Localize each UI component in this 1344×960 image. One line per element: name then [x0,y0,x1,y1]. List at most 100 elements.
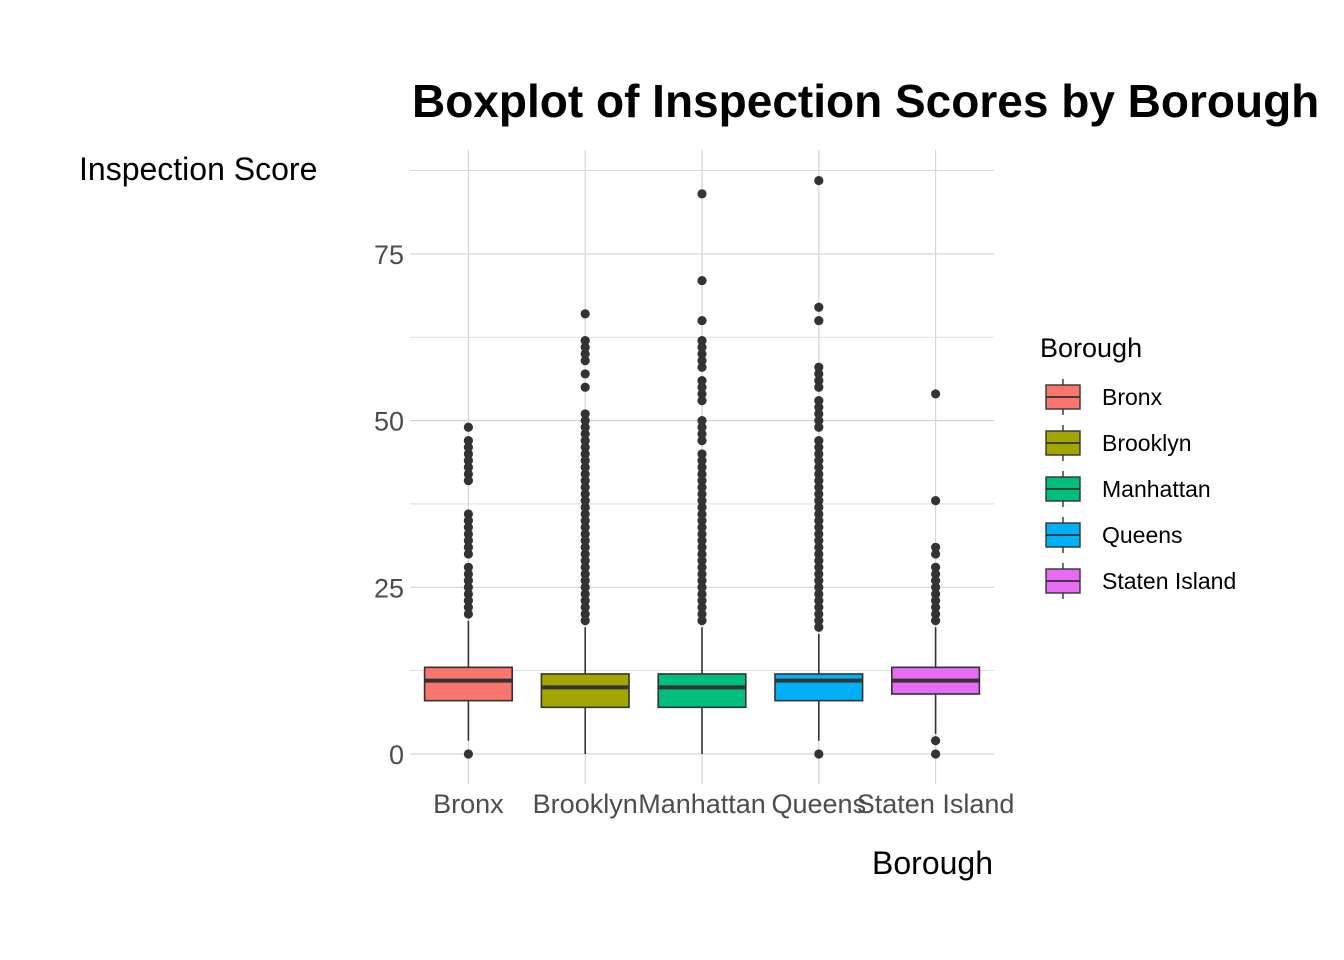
outlier-point [580,442,590,452]
outlier-point [814,416,824,426]
outlier-point [814,449,824,459]
outlier-point [697,509,707,519]
outlier-point [463,529,473,539]
outlier-point [814,562,824,572]
outlier-point [814,422,824,432]
outlier-point [814,569,824,579]
outlier-point [580,456,590,466]
outlier-point [580,476,590,486]
outlier-point [580,369,590,379]
outlier-point [580,422,590,432]
outlier-point [697,395,707,406]
box-queens [774,175,864,759]
outlier-point [580,516,590,526]
chart-title: Boxplot of Inspection Scores by Borough [412,75,1319,127]
outlier-point [697,476,707,486]
outlier-point [814,462,824,472]
outlier-point [697,375,707,386]
outlier-point [931,569,941,579]
box-brooklyn [540,309,630,754]
outlier-point [697,362,707,372]
outlier-point [814,596,824,606]
outlier-point [697,416,707,426]
legend: Borough Bronx Brooklyn Manhattan Queens Stat… [1040,333,1236,599]
outlier-point [463,476,473,486]
outlier-point [697,609,707,619]
box-iqr [774,673,864,702]
outlier-point [463,516,473,526]
outlier-point [814,302,824,312]
legend-label: Queens [1102,522,1183,548]
legend-label: Staten Island [1102,568,1236,594]
x-tick-label: Staten Island [857,789,1015,819]
outlier-point [697,582,707,592]
outlier-point [697,489,707,499]
y-axis-title: Inspection Score [79,151,317,187]
outlier-point [463,562,473,572]
y-tick-label: 75 [374,240,404,270]
outlier-point [931,749,941,759]
outlier-point [697,576,707,586]
outlier-point [814,175,824,186]
outlier-point [697,342,707,352]
legend-label: Manhattan [1102,476,1211,502]
outlier-point [814,489,824,499]
outlier-point [814,509,824,519]
outlier-point [463,596,473,606]
outlier-point [463,436,473,446]
outlier-point [814,456,824,466]
outlier-point [814,395,824,406]
outlier-point [697,422,707,432]
outlier-point [814,602,824,612]
outlier-point [580,602,590,612]
x-tick-label: Brooklyn [533,789,638,819]
outlier-point [814,315,824,326]
outlier-point [931,542,941,552]
outlier-point [463,609,473,619]
outlier-point [580,436,590,446]
outlier-point [814,749,824,759]
legend-item: Bronx [1045,379,1163,415]
outlier-point [814,436,824,446]
outlier-point [697,389,707,399]
outlier-point [580,556,590,566]
outlier-point [814,536,824,546]
outlier-point [580,529,590,539]
outlier-point [931,736,941,746]
outlier-point [697,382,707,392]
outlier-point [814,542,824,552]
box-staten-island [890,389,981,759]
outlier-point [697,456,707,466]
outlier-point [580,469,590,479]
outlier-point [463,536,473,546]
outlier-point [814,402,824,412]
y-tick-label: 0 [389,740,404,770]
legend-label: Bronx [1102,384,1163,410]
outlier-point [814,609,824,619]
outlier-point [463,569,473,579]
outlier-point [580,562,590,572]
outlier-point [580,542,590,552]
outlier-point [697,436,707,446]
y-tick-labels: 0 25 50 75 [374,240,404,770]
outlier-point [814,616,824,626]
x-tick-label: Manhattan [638,789,766,819]
outlier-point [580,589,590,599]
outlier-point [463,509,473,519]
outlier-point [580,349,590,359]
outlier-point [580,335,590,346]
y-tick-label: 25 [374,573,404,603]
outlier-point [580,616,590,626]
outlier-point [463,582,473,592]
outlier-point [697,616,707,626]
outlier-point [814,622,824,632]
outlier-point [931,496,941,506]
outlier-point [697,522,707,532]
outlier-point [814,382,824,392]
outlier-point [463,449,473,459]
outlier-point [814,589,824,599]
outlier-point [814,549,824,559]
outlier-point [697,502,707,512]
